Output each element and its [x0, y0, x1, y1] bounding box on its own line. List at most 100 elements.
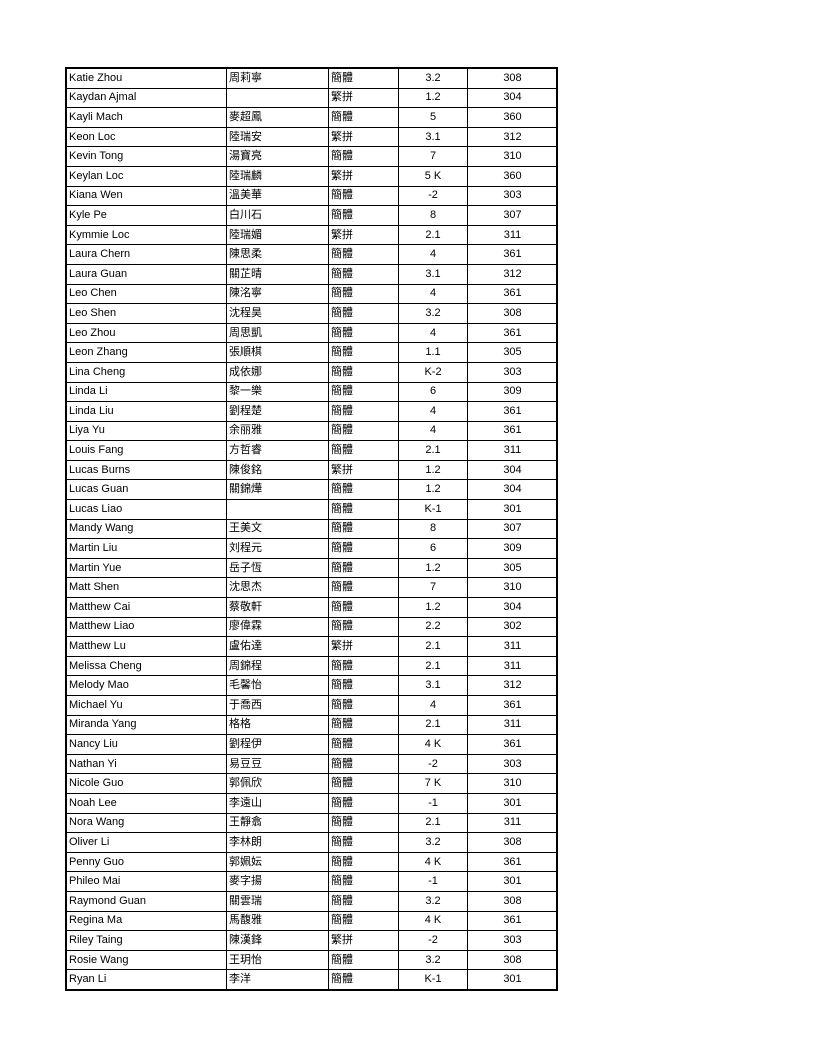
table-row[interactable]: Kymmie Loc 陸瑞媚 繁拼 2.1 311: [66, 224, 558, 246]
cell-english-name: Raymond Guan: [66, 890, 227, 912]
cell-code: 361: [467, 734, 558, 755]
cell-english-name: Laura Guan: [66, 263, 227, 285]
cell-english-name: Rosie Wang: [66, 949, 227, 971]
table-row[interactable]: Michael Yu 于喬西 簡體 4 361: [66, 695, 558, 716]
cell-chinese-name: 沈程昊: [226, 303, 329, 324]
table-row[interactable]: Liya Yu 余丽雅 簡體 4 361: [66, 420, 558, 442]
cell-english-name: Melody Mao: [66, 675, 227, 696]
table-row[interactable]: Matthew Liao 廖偉霖 簡體 2.2 302: [66, 616, 558, 638]
cell-english-name: Regina Ma: [66, 910, 227, 932]
cell-class-type: 簡體: [328, 714, 399, 736]
table-row[interactable]: Leo Zhou 周思凱 簡體 4 361: [66, 322, 558, 344]
cell-english-name: Keylan Loc: [66, 165, 227, 187]
cell-level: 2.1: [398, 636, 468, 657]
cell-code: 302: [467, 616, 558, 638]
cell-class-type: 簡體: [328, 499, 399, 520]
table-row[interactable]: Laura Chern 陳思柔 簡體 4 361: [66, 244, 558, 265]
cell-english-name: Leo Shen: [66, 303, 227, 324]
table-row[interactable]: Ryan Li 李洋 簡體 K-1 301: [66, 969, 558, 990]
cell-level: -2: [398, 185, 468, 207]
table-row[interactable]: Miranda Yang 格格 簡體 2.1 311: [66, 714, 558, 736]
table-row[interactable]: Nicole Guo 郭佩欣 簡體 7 K 310: [66, 773, 558, 794]
cell-english-name: Matthew Lu: [66, 636, 227, 657]
cell-chinese-name: 劉程楚: [226, 401, 329, 422]
table-row[interactable]: Nancy Liu 劉程伊 簡體 4 K 361: [66, 734, 558, 755]
cell-code: 310: [467, 773, 558, 794]
cell-chinese-name: 李林朗: [226, 832, 329, 853]
cell-class-type: 簡體: [328, 283, 399, 305]
table-row[interactable]: Noah Lee 李遠山 簡體 -1 301: [66, 792, 558, 814]
table-row[interactable]: Martin Yue 岳子恆 簡體 1.2 305: [66, 557, 558, 579]
table-row[interactable]: Martin Liu 刘程元 簡體 6 309: [66, 538, 558, 559]
cell-class-type: 簡體: [328, 695, 399, 716]
cell-code: 361: [467, 283, 558, 305]
table-row[interactable]: Kayli Mach 麥超鳳 簡體 5 360: [66, 107, 558, 128]
cell-english-name: Oliver Li: [66, 832, 227, 853]
table-row[interactable]: Mandy Wang 王美文 簡體 8 307: [66, 518, 558, 540]
cell-level: 3.1: [398, 263, 468, 285]
table-row[interactable]: Nora Wang 王靜翕 簡體 2.1 311: [66, 812, 558, 834]
table-row[interactable]: Keylan Loc 陸瑞麟 繁拼 5 K 360: [66, 165, 558, 187]
table-row[interactable]: Kiana Wen 溫美華 簡體 -2 303: [66, 185, 558, 207]
table-row[interactable]: Regina Ma 馬馥雅 簡體 4 K 361: [66, 910, 558, 932]
cell-level: 4: [398, 322, 468, 344]
table-row[interactable]: Kevin Tong 湯寶亮 簡體 7 310: [66, 146, 558, 167]
table-row[interactable]: Leon Zhang 張順棋 簡體 1.1 305: [66, 342, 558, 363]
table-row[interactable]: Phileo Mai 麥字揚 簡體 -1 301: [66, 871, 558, 892]
table-row[interactable]: Melody Mao 毛馨怡 簡體 3.1 312: [66, 675, 558, 696]
cell-english-name: Penny Guo: [66, 851, 227, 873]
cell-class-type: 簡體: [328, 205, 399, 226]
cell-class-type: 簡體: [328, 244, 399, 265]
table-row[interactable]: Matthew Cai 蔡敬軒 簡體 1.2 304: [66, 597, 558, 618]
table-row[interactable]: Riley Taing 陳漢鋒 繁拼 -2 303: [66, 930, 558, 951]
table-row[interactable]: Matthew Lu 盧佑達 繁拼 2.1 311: [66, 636, 558, 657]
table-row[interactable]: Lucas Liao 簡體 K-1 301: [66, 499, 558, 520]
table-row[interactable]: Leo Shen 沈程昊 簡體 3.2 308: [66, 303, 558, 324]
cell-english-name: Mandy Wang: [66, 518, 227, 540]
cell-class-type: 簡體: [328, 910, 399, 932]
cell-class-type: 簡體: [328, 518, 399, 540]
table-row[interactable]: Kyle Pe 白川石 簡體 8 307: [66, 205, 558, 226]
cell-level: K-2: [398, 361, 468, 383]
cell-level: 8: [398, 518, 468, 540]
cell-english-name: Michael Yu: [66, 695, 227, 716]
table-row[interactable]: Kaydan Ajmal 繁拼 1.2 304: [66, 87, 558, 109]
cell-code: 312: [467, 675, 558, 696]
cell-english-name: Lucas Liao: [66, 499, 227, 520]
table-row[interactable]: Linda Liu 劉程楚 簡體 4 361: [66, 401, 558, 422]
table-row[interactable]: Lucas Burns 陳俊銘 繁拼 1.2 304: [66, 459, 558, 481]
table-row[interactable]: Rosie Wang 王玥怡 簡體 3.2 308: [66, 949, 558, 971]
cell-class-type: 簡體: [328, 616, 399, 638]
cell-code: 304: [467, 459, 558, 481]
cell-english-name: Lina Cheng: [66, 361, 227, 383]
cell-chinese-name: 馬馥雅: [226, 910, 329, 932]
table-row[interactable]: Linda Li 黎一樂 簡體 6 309: [66, 381, 558, 403]
table-row[interactable]: Lucas Guan 關錦燁 簡體 1.2 304: [66, 479, 558, 501]
table-row[interactable]: Louis Fang 方哲睿 簡體 2.1 311: [66, 440, 558, 461]
table-row[interactable]: Leo Chen 陳洺寧 簡體 4 361: [66, 283, 558, 305]
cell-chinese-name: 易豆豆: [226, 753, 329, 775]
cell-english-name: Matthew Liao: [66, 616, 227, 638]
cell-code: 361: [467, 910, 558, 932]
cell-class-type: 簡體: [328, 420, 399, 442]
cell-code: 303: [467, 753, 558, 775]
table-row[interactable]: Nathan Yi 易豆豆 簡體 -2 303: [66, 753, 558, 775]
cell-chinese-name: 李洋: [226, 969, 329, 990]
table-row[interactable]: Keon Loc 陸瑞安 繁拼 3.1 312: [66, 126, 558, 148]
cell-english-name: Liya Yu: [66, 420, 227, 442]
cell-level: 4 K: [398, 734, 468, 755]
cell-english-name: Kaydan Ajmal: [66, 87, 227, 109]
table-row[interactable]: Melissa Cheng 周錦程 簡體 2.1 311: [66, 655, 558, 677]
cell-chinese-name: 盧佑達: [226, 636, 329, 657]
cell-class-type: 繁拼: [328, 126, 399, 148]
table-row[interactable]: Raymond Guan 關雲瑞 簡體 3.2 308: [66, 890, 558, 912]
cell-english-name: Kiana Wen: [66, 185, 227, 207]
table-row[interactable]: Oliver Li 李林朗 簡體 3.2 308: [66, 832, 558, 853]
cell-english-name: Kayli Mach: [66, 107, 227, 128]
table-row[interactable]: Matt Shen 沈思杰 簡體 7 310: [66, 577, 558, 599]
table-row[interactable]: Katie Zhou 周莉寧 簡體 3.2 308: [66, 68, 558, 89]
table-row[interactable]: Penny Guo 郭姵妘 簡體 4 K 361: [66, 851, 558, 873]
table-row[interactable]: Laura Guan 關芷晴 簡體 3.1 312: [66, 263, 558, 285]
cell-level: 3.2: [398, 832, 468, 853]
table-row[interactable]: Lina Cheng 成依娜 簡體 K-2 303: [66, 361, 558, 383]
